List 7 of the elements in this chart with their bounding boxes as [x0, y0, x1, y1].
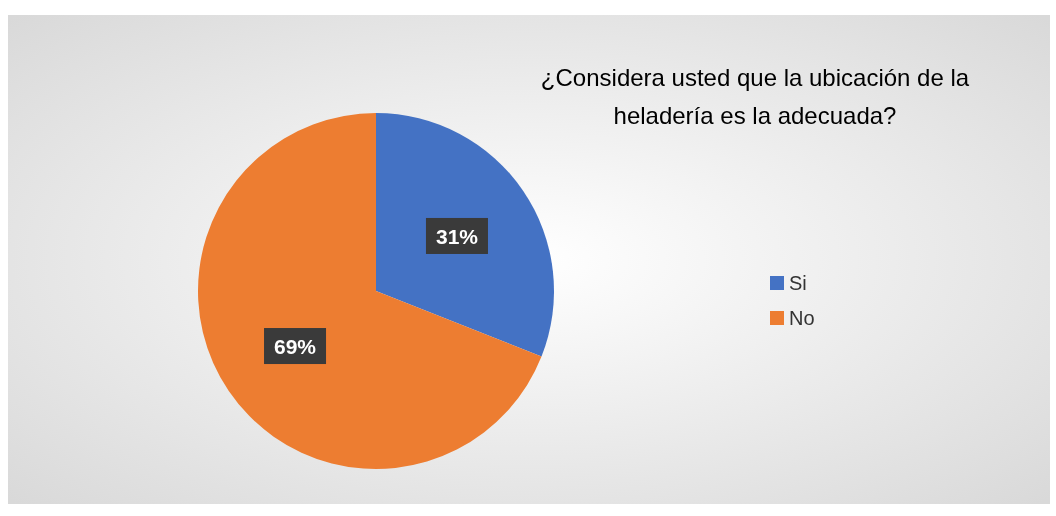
pie-slice: [198, 113, 542, 469]
legend-label: Si: [789, 272, 807, 295]
data-label: 69%: [274, 334, 317, 358]
legend-label: No: [789, 307, 815, 330]
chart-title: ¿Considera usted que la ubicación de la heladería es la adecuada?: [540, 64, 970, 129]
data-label: 31%: [435, 224, 479, 248]
pie-slice: [376, 113, 554, 357]
